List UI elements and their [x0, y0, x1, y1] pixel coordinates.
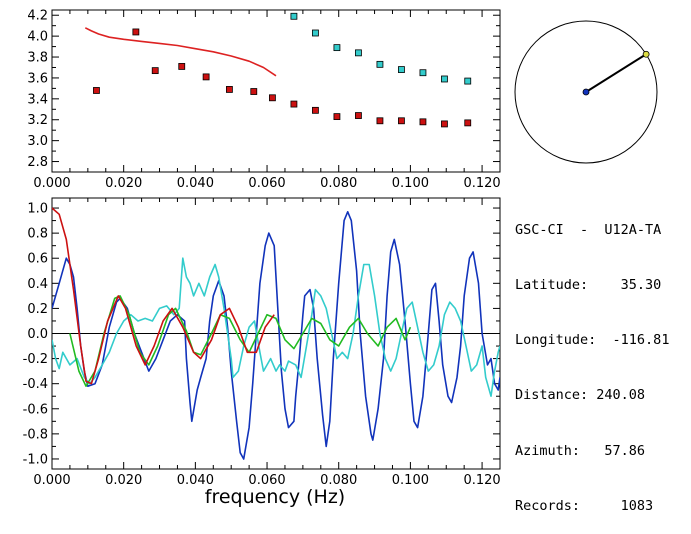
y-tick-label: -1.0: [23, 452, 48, 467]
station-value: 1083: [620, 497, 654, 514]
series-line-2: [69, 295, 412, 387]
y-tick-label: -0.8: [23, 427, 48, 442]
series-line-1: [52, 257, 500, 397]
station-label: Records:: [515, 497, 581, 514]
y-tick-label: -0.6: [23, 402, 48, 417]
data-point: [333, 44, 341, 52]
data-point: [290, 100, 298, 108]
y-tick-label: 0.6: [27, 252, 48, 267]
data-point: [290, 12, 298, 20]
y-tick-label: 3.6: [27, 71, 48, 86]
x-tick-label: 0.060: [248, 473, 285, 488]
station-row-distance: Distance: 240.08: [515, 386, 669, 404]
dial-ring: [514, 20, 658, 164]
series-group: [52, 207, 500, 460]
station-row-latitude: Latitude: 35.30: [515, 276, 669, 294]
y-tick-label: -0.2: [23, 352, 48, 367]
x-tick-label: 0.020: [105, 473, 142, 488]
x-tick-label: 0.040: [177, 176, 214, 191]
data-point: [226, 86, 233, 93]
plot-frame: [51, 9, 501, 173]
bottom-waveform-panel: 0.000 0.020 0.040 0.060 0.080 0.100 0.120 -1.0 -…: [23, 197, 501, 488]
station-row-records: Records: 1083: [515, 497, 669, 515]
station-value: 35.30: [620, 277, 662, 294]
data-point: [419, 69, 427, 77]
data-point: [376, 117, 384, 125]
data-point: [398, 117, 405, 125]
x-tick-label: 0.040: [177, 473, 214, 488]
dial-end-dot: [642, 50, 650, 58]
x-tick-label: 0.120: [463, 176, 500, 191]
y-tick-label: -0.4: [23, 377, 48, 392]
station-title: GSC-CI - U12A-TA: [515, 221, 662, 238]
data-point: [376, 60, 384, 68]
y-tick-label: 0.8: [27, 227, 48, 242]
data-point: [269, 94, 276, 102]
x-tick-label: 0.080: [320, 473, 357, 488]
station-label: Azimuth:: [515, 442, 581, 459]
y-tick-label: 0.2: [27, 302, 48, 317]
data-point: [355, 112, 362, 119]
x-tick-label: 0.080: [320, 176, 357, 191]
data-point: [441, 75, 448, 83]
y-tick-label: 0.4: [27, 277, 48, 292]
data-point: [202, 73, 210, 81]
data-point: [355, 49, 362, 57]
x-tick-label: 0.020: [105, 176, 142, 191]
y-tick-label: 3.2: [27, 113, 48, 128]
data-point: [178, 63, 186, 70]
y-tick-label: 3.4: [27, 92, 48, 107]
azimuth-dial: [514, 20, 658, 164]
data-point: [464, 77, 472, 85]
x-axis-label: frequency (Hz): [205, 486, 345, 508]
data-point: [250, 88, 258, 95]
data-point: [333, 113, 341, 121]
x-tick-label: 0.060: [248, 176, 285, 191]
station-label: Distance:: [515, 387, 589, 404]
series-line-3: [52, 207, 275, 385]
y-tick-label: 1.0: [27, 202, 48, 217]
dispersion-figure: 0.000 0.020 0.040 0.060 0.080 0.100 0.120 2.8 3.…: [23, 9, 658, 508]
top-velocity-panel: 0.000 0.020 0.040 0.060 0.080 0.100 0.120 2.8 3.…: [27, 9, 500, 191]
station-value: 240.08: [596, 387, 646, 404]
data-point: [419, 118, 427, 126]
series-group: [84, 12, 472, 128]
station-value: 57.86: [604, 442, 646, 459]
series-line-2: [84, 27, 277, 77]
series-line-0: [52, 211, 500, 460]
y-tick-label: 3.0: [27, 134, 48, 149]
data-point: [464, 119, 472, 127]
data-point: [312, 29, 319, 37]
y-tick-label: 3.8: [27, 51, 48, 66]
dial-center-dot: [582, 88, 590, 96]
station-label: Longitude:: [515, 332, 597, 349]
x-tick-label: 0.120: [463, 473, 500, 488]
data-point: [398, 66, 405, 73]
azimuth-needle: [585, 53, 647, 93]
data-point: [441, 120, 448, 128]
data-point: [312, 106, 319, 114]
data-point: [151, 67, 159, 75]
x-tick-label: 0.100: [392, 473, 429, 488]
x-tick-label: 0.000: [33, 176, 70, 191]
station-value: -116.81: [612, 332, 670, 349]
station-label: Latitude:: [515, 277, 589, 294]
station-row-longitude: Longitude: -116.81: [515, 331, 669, 349]
y-tick-label: 4.2: [27, 9, 48, 24]
y-tick-label: 4.0: [27, 30, 48, 45]
x-tick-label: 0.100: [392, 176, 429, 191]
station-row-azimuth: Azimuth: 57.86: [515, 442, 669, 460]
data-point: [132, 28, 140, 36]
data-point: [93, 87, 100, 94]
y-tick-label: 2.8: [27, 155, 48, 170]
y-tick-label: 0.0: [27, 327, 48, 342]
x-tick-label: 0.000: [33, 473, 70, 488]
station-info-panel: GSC-CI - U12A-TA Latitude: 35.30 Longitu…: [515, 184, 669, 534]
